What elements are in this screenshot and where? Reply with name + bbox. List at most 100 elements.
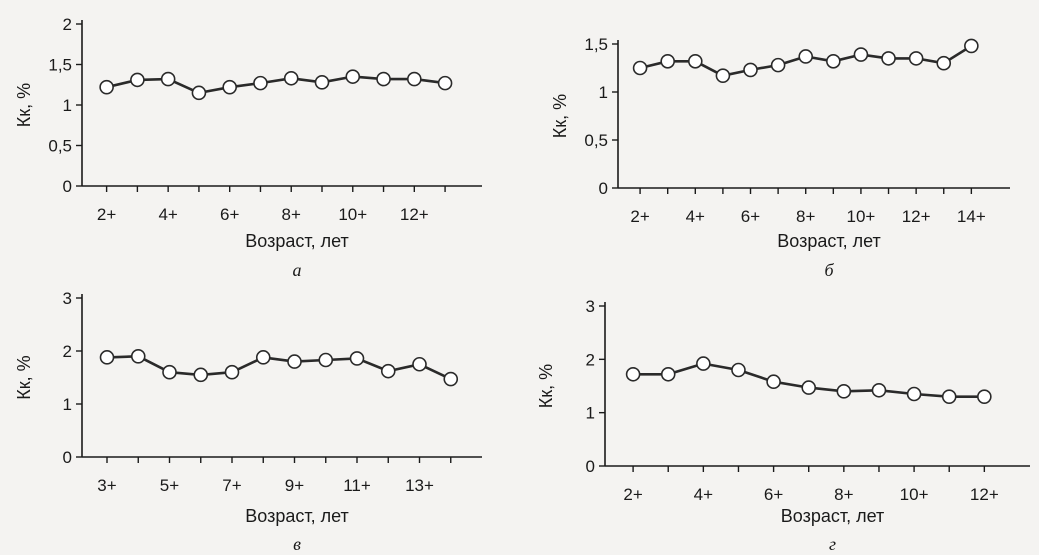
chart-panel-2: 0 0,5 1 1,5 2+ 4+ 6+ 8+ 10+ 12+ 14+ Кк, % Возраст, л… bbox=[550, 35, 1010, 280]
x-tick-label: 3+ bbox=[97, 476, 116, 495]
y-tick-label: 0 bbox=[586, 457, 595, 476]
x-tick-label: 14+ bbox=[957, 207, 986, 226]
data-point bbox=[625, 366, 641, 382]
chart-panel-3: 0 1 2 3 3+ 5+ 7+ 9+ 11+ 13+ Кк, % Возраст, лет в bbox=[14, 289, 482, 554]
data-point bbox=[255, 350, 271, 365]
x-tick-label: 4+ bbox=[158, 205, 177, 224]
x-axis-title: Возраст, лет bbox=[245, 506, 349, 526]
data-point bbox=[853, 47, 869, 62]
data-point bbox=[99, 350, 115, 365]
data-point bbox=[443, 371, 459, 387]
x-tick-label: 11+ bbox=[343, 476, 371, 495]
data-point bbox=[376, 71, 391, 87]
y-tick-label: 2 bbox=[63, 342, 72, 361]
data-point bbox=[287, 354, 302, 369]
data-point bbox=[906, 386, 922, 402]
data-point bbox=[770, 57, 786, 73]
x-tick-label: 2+ bbox=[623, 485, 642, 504]
data-point bbox=[766, 374, 781, 390]
x-tick-label: 6+ bbox=[741, 207, 760, 226]
data-point bbox=[660, 366, 676, 382]
x-tick-label: 12+ bbox=[970, 485, 999, 504]
data-point bbox=[283, 70, 299, 86]
x-axis-title: Возраст, лет bbox=[245, 231, 349, 251]
panel-letter: б bbox=[824, 260, 834, 280]
data-point bbox=[936, 55, 952, 71]
data-point bbox=[715, 68, 731, 83]
data-point bbox=[632, 60, 648, 76]
panel-letter: в bbox=[293, 534, 301, 554]
y-axis-title: Кк, % bbox=[536, 364, 556, 408]
data-point bbox=[193, 367, 209, 383]
data-point bbox=[130, 348, 146, 364]
data-point bbox=[349, 351, 365, 366]
x-tick-label: 4+ bbox=[686, 207, 705, 226]
y-tick-label: 2 bbox=[586, 350, 595, 369]
x-tick-label: 8+ bbox=[282, 205, 301, 224]
x-tick-label: 6+ bbox=[764, 485, 783, 504]
y-tick-label: 1,5 bbox=[48, 56, 72, 75]
data-point bbox=[908, 51, 924, 66]
y-tick-label: 1 bbox=[599, 83, 608, 102]
y-tick-label: 0,5 bbox=[584, 131, 608, 150]
data-point bbox=[696, 356, 711, 371]
data-point bbox=[437, 75, 453, 91]
y-tick-label: 0 bbox=[63, 177, 72, 196]
y-tick-label: 0 bbox=[63, 448, 72, 467]
x-tick-label: 10+ bbox=[847, 207, 876, 226]
data-point bbox=[380, 363, 396, 379]
data-point bbox=[99, 79, 114, 95]
data-point bbox=[881, 51, 896, 66]
data-point bbox=[162, 364, 177, 380]
x-tick-label: 2+ bbox=[97, 205, 116, 224]
data-point bbox=[160, 71, 176, 87]
y-tick-label: 1,5 bbox=[584, 35, 608, 54]
y-tick-label: 3 bbox=[63, 289, 72, 308]
data-point bbox=[871, 382, 887, 398]
data-point bbox=[743, 62, 758, 78]
x-tick-label: 9+ bbox=[285, 476, 304, 495]
data-point bbox=[253, 75, 268, 91]
x-tick-label: 4+ bbox=[694, 485, 713, 504]
data-point bbox=[412, 356, 427, 372]
x-tick-label: 5+ bbox=[160, 476, 179, 495]
x-axis-title: Возраст, лет bbox=[781, 506, 885, 526]
data-point bbox=[222, 79, 237, 95]
x-tick-label: 8+ bbox=[796, 207, 815, 226]
y-tick-label: 0 bbox=[599, 179, 608, 198]
data-point bbox=[941, 389, 957, 404]
x-tick-label: 13+ bbox=[405, 476, 434, 495]
y-tick-label: 3 bbox=[586, 297, 595, 316]
data-point bbox=[798, 49, 814, 64]
data-point bbox=[191, 85, 207, 101]
x-tick-label: 12+ bbox=[902, 207, 931, 226]
x-tick-label: 6+ bbox=[220, 205, 239, 224]
x-tick-label: 10+ bbox=[338, 205, 367, 224]
y-tick-label: 1 bbox=[586, 404, 595, 423]
x-tick-label: 7+ bbox=[222, 476, 241, 495]
data-point bbox=[836, 384, 852, 399]
x-tick-label: 12+ bbox=[400, 205, 429, 224]
data-point bbox=[407, 71, 422, 87]
data-point bbox=[345, 69, 361, 84]
data-point bbox=[977, 389, 992, 404]
panel-letter: г bbox=[829, 534, 836, 554]
x-tick-label: 8+ bbox=[834, 485, 853, 504]
y-tick-label: 0,5 bbox=[48, 137, 72, 156]
data-point bbox=[731, 362, 746, 378]
data-point bbox=[314, 75, 330, 90]
data-point bbox=[224, 364, 240, 380]
chart-panel-1: 0 0,5 1 1,5 2 2+ 4+ 6+ 8+ 10+ 12+ Кк, % Возраст, лет… bbox=[14, 15, 482, 280]
y-axis-title: Кк, % bbox=[550, 94, 570, 138]
x-tick-label: 10+ bbox=[900, 485, 929, 504]
x-axis-title: Возраст, лет bbox=[777, 231, 881, 251]
series-line bbox=[106, 75, 446, 95]
x-tick-label: 2+ bbox=[630, 207, 649, 226]
data-point bbox=[826, 53, 841, 69]
y-axis-title: Кк, % bbox=[14, 83, 34, 127]
data-point bbox=[130, 72, 145, 88]
data-point bbox=[687, 53, 703, 69]
y-tick-label: 1 bbox=[63, 395, 72, 414]
data-point bbox=[318, 352, 334, 368]
